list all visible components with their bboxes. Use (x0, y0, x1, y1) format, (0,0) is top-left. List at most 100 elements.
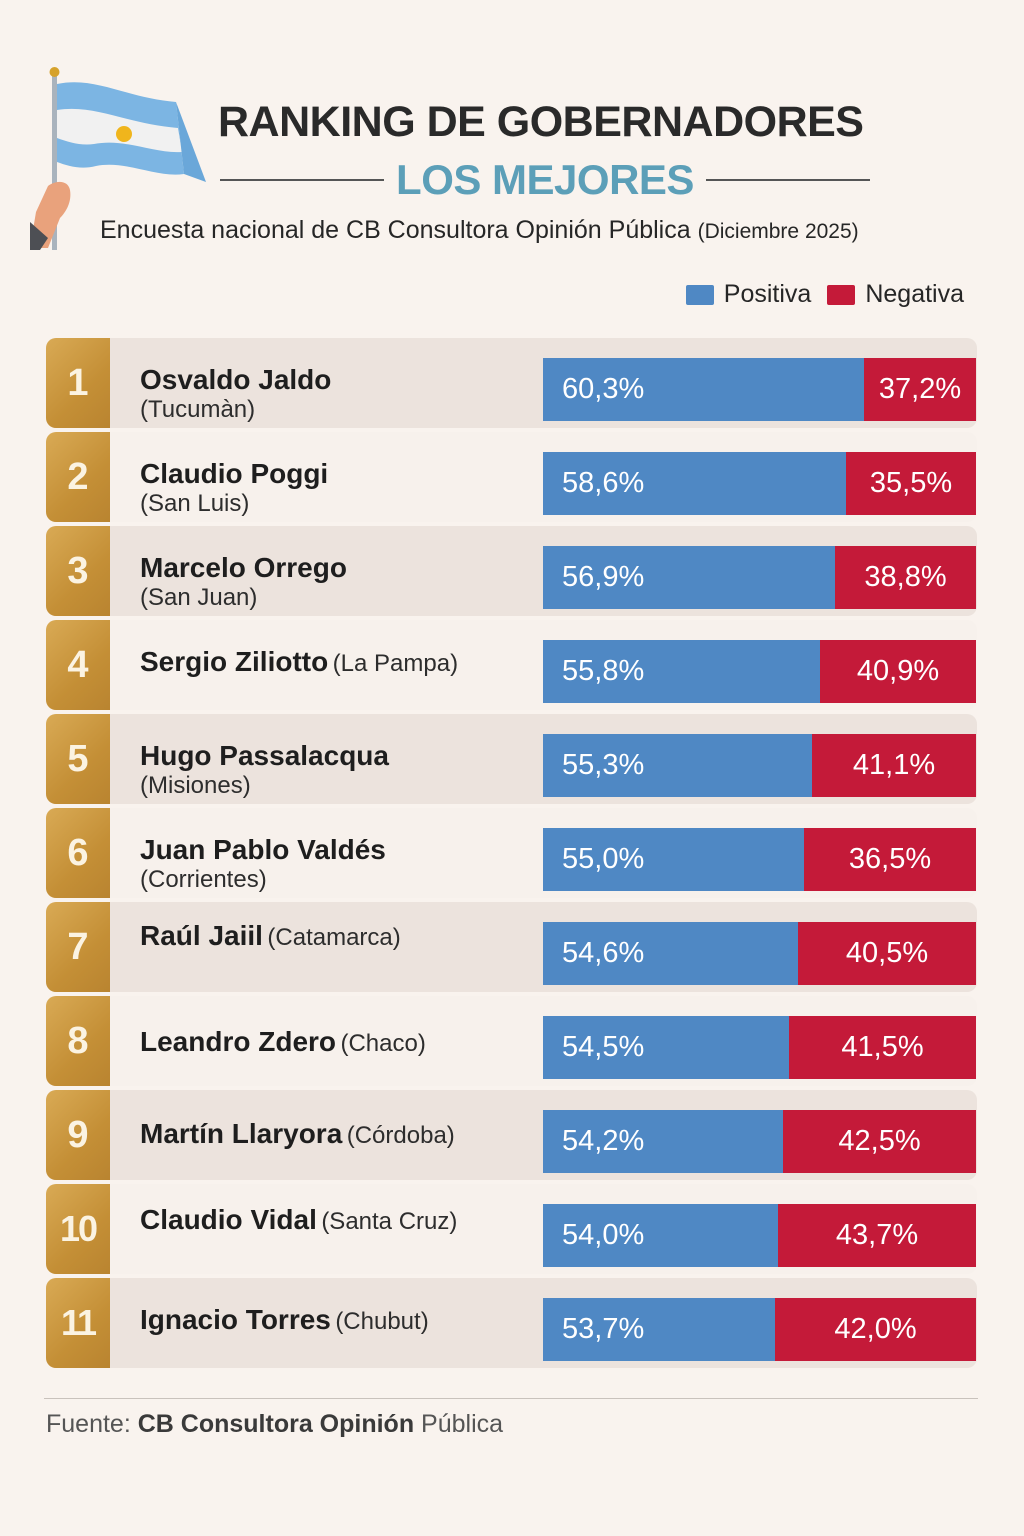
governor-info: Claudio Vidal (Santa Cruz) (140, 1204, 540, 1236)
governor-info: Sergio Ziliotto (La Pampa) (140, 646, 540, 678)
rank-badge: 10 (46, 1184, 110, 1274)
positive-segment: 54,0% (543, 1204, 778, 1267)
page-title: RANKING DE GOBERNADORES (218, 98, 864, 146)
footer-divider (44, 1398, 978, 1399)
negative-swatch (827, 284, 856, 305)
rank-badge: 9 (46, 1090, 110, 1180)
positive-segment: 55,0% (543, 828, 804, 891)
approval-bar: 55,8% 40,9% (543, 640, 976, 703)
positive-segment: 55,8% (543, 640, 820, 703)
approval-bar: 54,5% 41,5% (543, 1016, 976, 1079)
negative-segment: 38,8% (835, 546, 976, 609)
positive-segment: 55,3% (543, 734, 812, 797)
approval-bar: 54,0% 43,7% (543, 1204, 976, 1267)
positive-segment: 58,6% (543, 452, 846, 515)
legend-negative-label: Negativa (865, 280, 964, 308)
governor-info: Juan Pablo Valdés (Corrientes) (140, 834, 540, 894)
footer-source-bold: CB Consultora Opinión (137, 1410, 415, 1438)
province: (Córdoba) (346, 1122, 455, 1149)
divider (220, 179, 385, 181)
province: (Chaco) (340, 1030, 426, 1057)
positive-segment: 60,3% (543, 358, 864, 421)
description-text: Encuesta nacional de CB Consultora Opini… (100, 216, 691, 244)
header: RANKING DE GOBERNADORES LOS MEJORES Encu… (0, 0, 1024, 330)
governor-name: Hugo Passalacqua (140, 740, 389, 771)
rank-badge: 1 (46, 338, 110, 428)
negative-segment: 35,5% (846, 452, 976, 515)
positive-segment: 53,7% (543, 1298, 775, 1361)
ranking-row: 3 Marcelo Orrego (San Juan) 56,9% 38,8% (46, 526, 977, 620)
negative-segment: 36,5% (804, 828, 976, 891)
governor-info: Osvaldo Jaldo (Tucumàn) (140, 364, 540, 424)
governor-info: Hugo Passalacqua (Misiones) (140, 740, 540, 800)
governor-info: Raúl Jaiil (Catamarca) (140, 920, 540, 952)
description-date: (Diciembre 2025) (697, 220, 859, 243)
legend-negative: Negativa (827, 280, 964, 309)
approval-bar: 56,9% 38,8% (543, 546, 976, 609)
ranking-row: 6 Juan Pablo Valdés (Corrientes) 55,0% 3… (46, 808, 977, 902)
page-subtitle: LOS MEJORES (396, 156, 694, 203)
rank-badge: 11 (46, 1278, 110, 1368)
rank-badge: 3 (46, 526, 110, 616)
ranking-row: 9 Martín Llaryora (Córdoba) 54,2% 42,5% (46, 1090, 977, 1184)
subtitle-row: LOS MEJORES (220, 152, 870, 208)
positive-swatch (685, 284, 714, 305)
approval-bar: 53,7% 42,0% (543, 1298, 976, 1361)
rank-badge: 7 (46, 902, 110, 992)
rank-badge: 4 (46, 620, 110, 710)
source-footer: Fuente: CB Consultora Opinión Pública (46, 1410, 503, 1439)
negative-segment: 40,5% (798, 922, 976, 985)
footer-source-rest: Pública (414, 1410, 504, 1438)
survey-description: Encuesta nacional de CB Consultora Opini… (100, 216, 859, 245)
positive-segment: 54,6% (543, 922, 798, 985)
ranking-row: 1 Osvaldo Jaldo (Tucumàn) 60,3% 37,2% (46, 338, 977, 432)
positive-segment: 54,5% (543, 1016, 789, 1079)
governor-name: Raúl Jaiil (140, 920, 263, 951)
governor-name: Juan Pablo Valdés (140, 834, 386, 865)
province: (Catamarca) (267, 924, 401, 951)
approval-bar: 60,3% 37,2% (543, 358, 976, 421)
province: (San Luis) (140, 490, 250, 517)
approval-bar: 58,6% 35,5% (543, 452, 976, 515)
ranking-row: 10 Claudio Vidal (Santa Cruz) 54,0% 43,7… (46, 1184, 977, 1278)
province: (Santa Cruz) (321, 1208, 458, 1235)
province: (Tucumàn) (140, 396, 256, 423)
argentina-flag-icon (26, 62, 216, 252)
approval-bar: 54,6% 40,5% (543, 922, 976, 985)
negative-segment: 40,9% (820, 640, 976, 703)
positive-segment: 56,9% (543, 546, 835, 609)
divider (705, 179, 870, 181)
ranking-list: 1 Osvaldo Jaldo (Tucumàn) 60,3% 37,2% 2 … (46, 338, 977, 1372)
governor-name: Sergio Ziliotto (140, 646, 329, 677)
governor-name: Martín Llaryora (140, 1118, 343, 1149)
governor-info: Ignacio Torres (Chubut) (140, 1304, 540, 1336)
ranking-row: 7 Raúl Jaiil (Catamarca) 54,6% 40,5% (46, 902, 977, 996)
governor-name: Ignacio Torres (140, 1304, 331, 1335)
positive-segment: 54,2% (543, 1110, 783, 1173)
governor-info: Marcelo Orrego (San Juan) (140, 552, 540, 612)
governor-info: Claudio Poggi (San Luis) (140, 458, 540, 518)
rank-badge: 5 (46, 714, 110, 804)
ranking-row: 5 Hugo Passalacqua (Misiones) 55,3% 41,1… (46, 714, 977, 808)
ranking-row: 8 Leandro Zdero (Chaco) 54,5% 41,5% (46, 996, 977, 1090)
province: (Corrientes) (140, 866, 267, 893)
ranking-row: 4 Sergio Ziliotto (La Pampa) 55,8% 40,9% (46, 620, 977, 714)
governor-name: Marcelo Orrego (140, 552, 347, 583)
governor-name: Leandro Zdero (140, 1026, 337, 1057)
province: (San Juan) (140, 584, 258, 611)
approval-bar: 55,3% 41,1% (543, 734, 976, 797)
governor-info: Martín Llaryora (Córdoba) (140, 1118, 540, 1150)
negative-segment: 42,0% (775, 1298, 976, 1361)
negative-segment: 41,5% (789, 1016, 976, 1079)
ranking-row: 2 Claudio Poggi (San Luis) 58,6% 35,5% (46, 432, 977, 526)
negative-segment: 42,5% (783, 1110, 976, 1173)
governor-name: Osvaldo Jaldo (140, 364, 332, 395)
governor-name: Claudio Poggi (140, 458, 329, 489)
legend: Positiva Negativa (685, 280, 964, 309)
legend-positive: Positiva (685, 280, 812, 309)
negative-segment: 37,2% (864, 358, 976, 421)
governor-name: Claudio Vidal (140, 1204, 317, 1235)
approval-bar: 55,0% 36,5% (543, 828, 976, 891)
approval-bar: 54,2% 42,5% (543, 1110, 976, 1173)
legend-positive-label: Positiva (723, 280, 812, 308)
